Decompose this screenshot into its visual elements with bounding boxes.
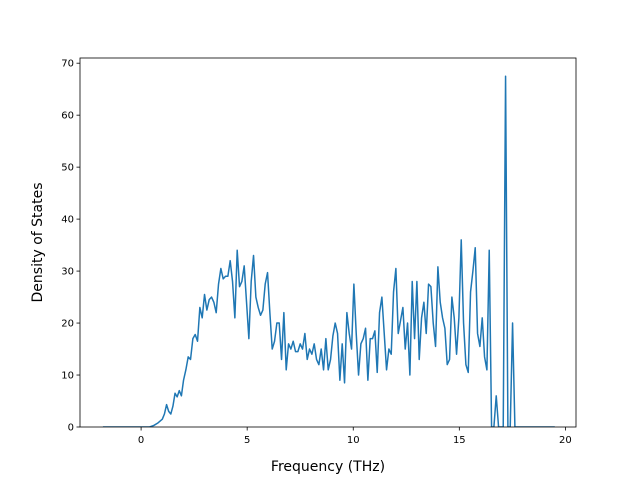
x-tick-label: 5	[244, 435, 250, 446]
x-tick-label: 15	[453, 435, 466, 446]
y-tick-label: 40	[61, 215, 74, 226]
y-tick-label: 70	[61, 59, 74, 70]
x-tick-label: 0	[138, 435, 144, 446]
x-tick-label: 10	[347, 435, 360, 446]
y-tick-label: 50	[61, 163, 74, 174]
x-tick-label: 20	[559, 435, 572, 446]
y-tick-label: 0	[68, 423, 74, 434]
plot-frame	[79, 57, 577, 428]
x-axis-label: Frequency (THz)	[271, 459, 385, 475]
y-tick-label: 30	[61, 267, 74, 278]
plot-area	[102, 75, 555, 427]
data-line	[102, 75, 555, 427]
y-tick-label: 10	[61, 371, 74, 382]
y-axis-label: Density of States	[30, 183, 46, 303]
y-tick-label: 60	[61, 111, 74, 122]
y-tick-label: 20	[61, 319, 74, 330]
